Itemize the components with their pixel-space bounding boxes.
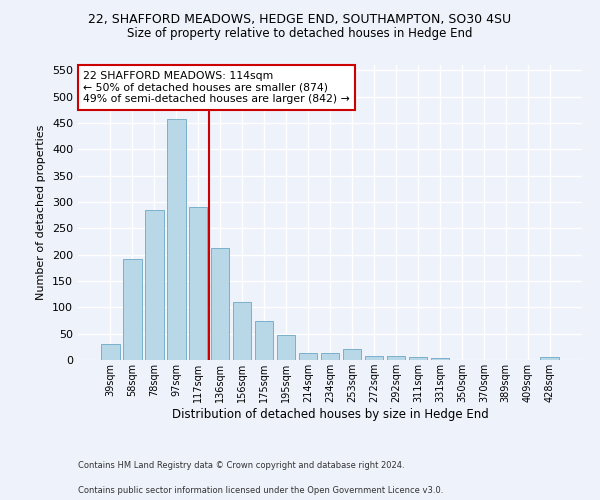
- Bar: [431, 358, 449, 360]
- Bar: [541, 358, 559, 360]
- Bar: [343, 349, 361, 360]
- Bar: [255, 321, 274, 360]
- Text: Contains HM Land Registry data © Crown copyright and database right 2024.: Contains HM Land Registry data © Crown c…: [78, 461, 404, 470]
- Bar: [145, 210, 164, 360]
- Bar: [299, 353, 317, 360]
- Text: Contains public sector information licensed under the Open Government Licence v3: Contains public sector information licen…: [78, 486, 443, 495]
- Bar: [167, 118, 185, 360]
- Bar: [320, 353, 340, 360]
- X-axis label: Distribution of detached houses by size in Hedge End: Distribution of detached houses by size …: [172, 408, 488, 421]
- Bar: [211, 248, 229, 360]
- Bar: [277, 335, 295, 360]
- Bar: [101, 344, 119, 360]
- Bar: [409, 358, 427, 360]
- Bar: [123, 259, 142, 360]
- Bar: [365, 356, 383, 360]
- Bar: [386, 356, 405, 360]
- Text: Size of property relative to detached houses in Hedge End: Size of property relative to detached ho…: [127, 28, 473, 40]
- Bar: [233, 302, 251, 360]
- Text: 22, SHAFFORD MEADOWS, HEDGE END, SOUTHAMPTON, SO30 4SU: 22, SHAFFORD MEADOWS, HEDGE END, SOUTHAM…: [88, 12, 512, 26]
- Y-axis label: Number of detached properties: Number of detached properties: [37, 125, 46, 300]
- Bar: [189, 207, 208, 360]
- Text: 22 SHAFFORD MEADOWS: 114sqm
← 50% of detached houses are smaller (874)
49% of se: 22 SHAFFORD MEADOWS: 114sqm ← 50% of det…: [83, 71, 350, 104]
